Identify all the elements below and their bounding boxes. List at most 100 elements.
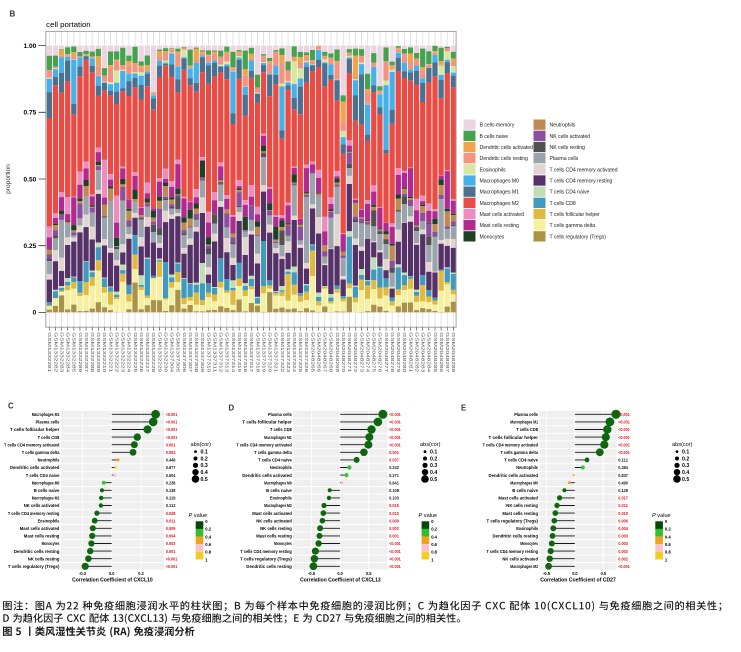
svg-text:GSM2048268: GSM2048268 (329, 332, 334, 373)
svg-text:0.2: 0.2 (431, 527, 437, 532)
svg-text:GSM2048283: GSM2048283 (421, 332, 426, 373)
svg-text:0.017: 0.017 (618, 496, 628, 501)
svg-text:P value: P value (419, 513, 438, 519)
svg-text:0.4: 0.4 (430, 470, 437, 476)
svg-text:0.4: 0.4 (201, 470, 208, 476)
svg-text:Correlation Coefficient of CD2: Correlation Coefficient of CD27 (540, 577, 616, 583)
svg-text:T cells CD4 memory resting: T cells CD4 memory resting (240, 549, 292, 554)
svg-text:<0.001: <0.001 (389, 420, 401, 425)
svg-text:GSM2048270: GSM2048270 (341, 332, 346, 373)
svg-text:GSM1332281: GSM1332281 (47, 332, 52, 373)
svg-text:0.1: 0.1 (430, 450, 437, 456)
svg-text:T cells gamma delta: T cells gamma delta (500, 450, 538, 455)
svg-text:GSM1332288: GSM1332288 (90, 332, 95, 373)
svg-text:<0.001: <0.001 (166, 427, 178, 432)
svg-text:cell portation: cell portation (46, 20, 90, 29)
svg-text:GSM2048278: GSM2048278 (390, 332, 395, 373)
svg-text:Mast cells activated: Mast cells activated (252, 511, 292, 516)
svg-text:Macrophages M0: Macrophages M0 (32, 480, 60, 485)
svg-text:<0.001: <0.001 (618, 420, 630, 425)
svg-text:1: 1 (665, 557, 668, 562)
svg-text:Mast cells activated: Mast cells activated (480, 212, 525, 218)
svg-text:0.0: 0.0 (572, 571, 578, 576)
svg-text:GSM1332286: GSM1332286 (78, 332, 83, 373)
svg-text:Dendritic cells resting: Dendritic cells resting (493, 534, 539, 539)
svg-text:<0.001: <0.001 (166, 412, 178, 417)
svg-text:0.006: 0.006 (618, 518, 628, 523)
svg-text:NK cells resting: NK cells resting (550, 145, 586, 151)
svg-text:GSM2048285: GSM2048285 (433, 332, 438, 373)
svg-text:Mast cells resting: Mast cells resting (480, 223, 520, 229)
svg-text:0.75: 0.75 (24, 110, 37, 117)
svg-text:0.2: 0.2 (682, 456, 689, 462)
svg-text:T cells CD4 memory resting: T cells CD4 memory resting (550, 179, 613, 185)
svg-text:GSM2048286: GSM2048286 (439, 332, 444, 373)
svg-text:B cells naive: B cells naive (480, 134, 509, 140)
svg-text:NK cells resting: NK cells resting (260, 526, 292, 531)
svg-text:GSM1337305: GSM1337305 (176, 332, 181, 373)
svg-text:0: 0 (33, 310, 37, 317)
svg-text:GSM2048274: GSM2048274 (365, 332, 370, 373)
svg-text:Plasma cells: Plasma cells (550, 156, 579, 162)
svg-text:T cells CD4 naive: T cells CD4 naive (258, 458, 292, 463)
svg-text:GSM2048279: GSM2048279 (396, 332, 401, 373)
svg-text:0.371: 0.371 (389, 473, 399, 478)
svg-text:0.0: 0.0 (109, 571, 115, 576)
svg-text:Eosinophils: Eosinophils (480, 167, 507, 173)
svg-text:GSM1337308: GSM1337308 (194, 332, 199, 373)
svg-text:Correlation Coefficient of CXC: Correlation Coefficient of CXCL13 (300, 577, 381, 583)
svg-text:0.112: 0.112 (166, 503, 176, 508)
svg-text:GSM1332230: GSM1332230 (163, 332, 168, 373)
svg-text:GSM2048272: GSM2048272 (353, 332, 358, 373)
svg-text:Plasma cells: Plasma cells (268, 412, 292, 417)
svg-text:NK cells activated: NK cells activated (502, 556, 538, 561)
svg-text:Macrophages M1: Macrophages M1 (510, 420, 538, 425)
svg-text:Dendritic cells resting: Dendritic cells resting (246, 564, 292, 569)
svg-text:Eosinophils: Eosinophils (38, 518, 60, 523)
svg-text:0.004: 0.004 (618, 526, 628, 531)
svg-text:B cells naive: B cells naive (34, 488, 60, 493)
svg-text:<0.001: <0.001 (389, 435, 401, 440)
svg-text:1.00: 1.00 (24, 43, 37, 50)
svg-text:Macrophages M2: Macrophages M2 (32, 496, 60, 501)
svg-text:Macrophages M2: Macrophages M2 (510, 564, 538, 569)
svg-text:Monocytes: Monocytes (520, 541, 538, 546)
svg-text:GSM1337309: GSM1337309 (200, 332, 205, 373)
svg-text:0.238: 0.238 (166, 480, 176, 485)
svg-text:Mast cells activated: Mast cells activated (498, 496, 538, 501)
svg-text:T cells follicular helper: T cells follicular helper (10, 427, 60, 432)
svg-text:GSM2048265: GSM2048265 (310, 332, 315, 373)
svg-text:D: D (229, 403, 235, 412)
svg-text:0.001: 0.001 (389, 450, 399, 455)
svg-text:GSM1337325: GSM1337325 (298, 332, 303, 373)
svg-text:NK cells resting: NK cells resting (28, 556, 60, 561)
svg-text:proportion: proportion (5, 164, 12, 194)
svg-text:T cells follicular helper: T cells follicular helper (489, 435, 539, 440)
svg-text:T cells CD4 naive: T cells CD4 naive (550, 190, 590, 196)
svg-text:GSM2048267: GSM2048267 (323, 332, 328, 373)
svg-text:Plasma cells: Plasma cells (514, 412, 538, 417)
svg-text:Dendritic cells resting: Dendritic cells resting (480, 156, 529, 162)
svg-text:Mast cells resting: Mast cells resting (256, 534, 292, 539)
svg-text:0.119: 0.119 (166, 496, 176, 501)
svg-text:GSM2048266: GSM2048266 (316, 332, 321, 373)
svg-text:GSM1332222: GSM1332222 (114, 332, 119, 373)
svg-text:1: 1 (205, 557, 208, 562)
svg-text:<0.001: <0.001 (389, 564, 401, 569)
svg-text:Neutrophils: Neutrophils (516, 465, 538, 470)
svg-text:Neutrophils: Neutrophils (38, 458, 60, 463)
svg-text:GSM2048282: GSM2048282 (414, 332, 419, 373)
svg-text:GSM1337321: GSM1337321 (274, 332, 279, 373)
svg-text:T cells CD4 memory activated: T cells CD4 memory activated (550, 167, 618, 173)
svg-text:Neutrophils: Neutrophils (550, 123, 576, 129)
svg-text:GSM1337306: GSM1337306 (182, 332, 187, 373)
svg-text:B cells memory: B cells memory (480, 123, 515, 129)
svg-text:0: 0 (665, 519, 668, 524)
svg-text:GSM2048288: GSM2048288 (451, 332, 456, 373)
svg-text:0.3: 0.3 (201, 463, 208, 469)
svg-text:<0.001: <0.001 (389, 412, 401, 417)
svg-text:GSM1337322: GSM1337322 (280, 332, 285, 373)
svg-text:GSM1337310: GSM1337310 (206, 332, 211, 373)
svg-text:0.003: 0.003 (618, 534, 628, 539)
svg-text:NK cells activated: NK cells activated (550, 134, 591, 140)
